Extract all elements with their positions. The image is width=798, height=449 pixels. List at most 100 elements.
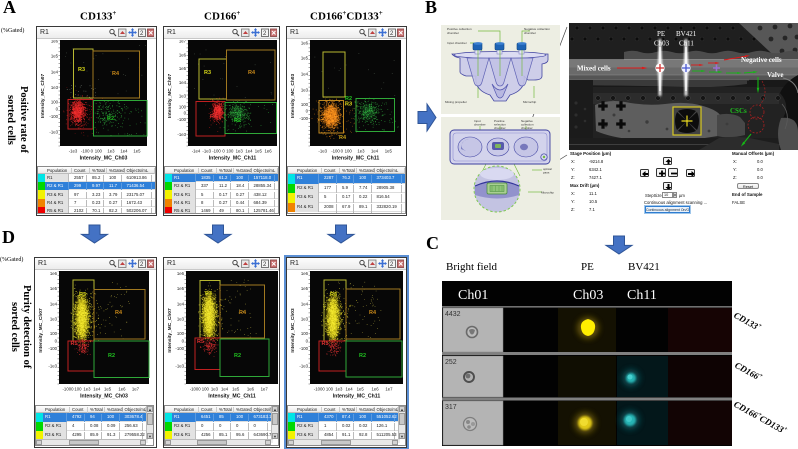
svg-text:0: 0 xyxy=(56,106,59,111)
svg-text:selection: selection xyxy=(494,123,506,127)
svg-text:1e5: 1e5 xyxy=(301,56,309,61)
svg-text:1e6: 1e6 xyxy=(118,387,126,392)
svg-text:Intensity_MC_Ch11: Intensity_MC_Ch11 xyxy=(332,156,380,162)
svg-text:chamber: chamber xyxy=(447,31,459,35)
svg-text:1e5: 1e5 xyxy=(51,53,59,58)
svg-text:R4: R4 xyxy=(339,135,347,141)
svg-text:R5: R5 xyxy=(197,339,204,345)
svg-text:1e4: 1e4 xyxy=(50,301,58,306)
svg-text:252: 252 xyxy=(445,359,457,366)
svg-text:-1e3: -1e3 xyxy=(48,363,57,368)
svg-text:1e3: 1e3 xyxy=(335,387,343,392)
svg-text:1e4: 1e4 xyxy=(346,387,354,392)
svg-text:Ch11: Ch11 xyxy=(627,288,657,303)
svg-text:BV421: BV421 xyxy=(676,30,697,38)
svg-text:1e4: 1e4 xyxy=(245,149,253,154)
svg-text:100: 100 xyxy=(95,149,103,154)
svg-text:Negative: Negative xyxy=(521,119,533,123)
svg-text:1e3: 1e3 xyxy=(83,387,91,392)
svg-text:4432: 4432 xyxy=(445,311,461,318)
svg-text:100: 100 xyxy=(301,102,309,107)
svg-text:R2: R2 xyxy=(108,353,115,359)
svg-text:Intensity_MC_Ch07: Intensity_MC_Ch07 xyxy=(167,74,173,119)
svg-text:-100: -100 xyxy=(48,346,57,351)
svg-text:-1e3: -1e3 xyxy=(202,149,211,154)
svg-text:0: 0 xyxy=(91,149,94,154)
svg-text:1e7: 1e7 xyxy=(132,387,140,392)
svg-text:317: 317 xyxy=(445,404,457,411)
svg-text:Microchip: Microchip xyxy=(541,191,554,195)
svg-text:-1e3: -1e3 xyxy=(175,363,184,368)
svg-text:1e6: 1e6 xyxy=(372,387,380,392)
svg-text:-100: -100 xyxy=(175,346,184,351)
svg-text:-100: -100 xyxy=(299,346,308,351)
svg-text:-100: -100 xyxy=(212,149,221,154)
svg-text:CSCs: CSCs xyxy=(730,107,747,115)
svg-text:100: 100 xyxy=(51,100,59,105)
svg-text:1e6: 1e6 xyxy=(51,40,59,44)
svg-text:R3: R3 xyxy=(79,292,86,298)
svg-text:-1e3: -1e3 xyxy=(177,132,186,137)
svg-text:R2: R2 xyxy=(345,96,352,102)
svg-text:-100: -100 xyxy=(299,116,308,121)
svg-text:Microchip: Microchip xyxy=(523,100,537,104)
svg-text:Mixing propeller: Mixing propeller xyxy=(445,100,467,104)
svg-text:2: 2 xyxy=(390,31,394,37)
svg-text:100: 100 xyxy=(226,149,234,154)
svg-text:Positive collection: Positive collection xyxy=(447,27,472,31)
svg-text:100: 100 xyxy=(301,331,309,336)
svg-text:1e6: 1e6 xyxy=(179,52,187,57)
svg-text:R4: R4 xyxy=(239,310,247,316)
svg-text:-1000: -1000 xyxy=(314,387,326,392)
svg-text:Negative cells: Negative cells xyxy=(741,56,782,64)
svg-text:1e3: 1e3 xyxy=(357,149,365,154)
svg-text:R5: R5 xyxy=(322,341,329,347)
svg-text:100: 100 xyxy=(74,387,82,392)
svg-text:1e5: 1e5 xyxy=(232,387,240,392)
svg-text:1e7: 1e7 xyxy=(385,387,393,392)
svg-text:chamber: chamber xyxy=(494,126,506,130)
svg-text:R2: R2 xyxy=(234,118,241,124)
svg-text:1e4: 1e4 xyxy=(120,149,128,154)
svg-text:0: 0 xyxy=(306,339,309,344)
svg-text:1e5: 1e5 xyxy=(179,66,187,71)
svg-text:-1e3: -1e3 xyxy=(69,149,78,154)
svg-text:Positive: Positive xyxy=(494,119,505,123)
svg-text:1e4: 1e4 xyxy=(179,80,187,85)
svg-text:Intensity_MC_Ch07: Intensity_MC_Ch07 xyxy=(40,74,46,119)
svg-text:1e3: 1e3 xyxy=(211,387,219,392)
svg-text:100: 100 xyxy=(202,387,210,392)
svg-text:Input: Input xyxy=(474,119,481,123)
svg-text:R3: R3 xyxy=(345,102,352,108)
svg-text:1e3: 1e3 xyxy=(301,87,309,92)
svg-text:0: 0 xyxy=(222,149,225,154)
svg-text:chamber: chamber xyxy=(474,123,486,127)
svg-text:1e5: 1e5 xyxy=(104,387,112,392)
svg-text:Negative collection: Negative collection xyxy=(524,27,550,31)
svg-text:1e5: 1e5 xyxy=(133,149,141,154)
svg-text:1e3: 1e3 xyxy=(236,149,244,154)
svg-text:1e7: 1e7 xyxy=(179,40,187,44)
svg-text:1e6: 1e6 xyxy=(301,41,309,46)
svg-text:-1e3: -1e3 xyxy=(49,130,58,135)
svg-text:R3: R3 xyxy=(204,70,211,76)
svg-text:Intensity_MC_Ch03: Intensity_MC_Ch03 xyxy=(290,308,296,353)
svg-text:100: 100 xyxy=(326,387,334,392)
svg-text:-100: -100 xyxy=(49,114,58,119)
svg-text:2: 2 xyxy=(390,262,394,268)
svg-text:-100: -100 xyxy=(331,149,340,154)
svg-text:100: 100 xyxy=(50,331,58,336)
svg-text:1e5: 1e5 xyxy=(301,286,309,291)
svg-text:PE: PE xyxy=(657,30,665,38)
svg-text:1e4: 1e4 xyxy=(51,69,59,74)
svg-text:R5: R5 xyxy=(71,341,78,347)
svg-text:Input chamber: Input chamber xyxy=(447,41,467,45)
svg-text:1e6: 1e6 xyxy=(177,271,185,276)
svg-text:Intensity_MC_Ch11: Intensity_MC_Ch11 xyxy=(208,394,256,400)
svg-text:1e4: 1e4 xyxy=(371,149,379,154)
svg-text:R2: R2 xyxy=(107,116,114,122)
svg-text:-1e4: -1e4 xyxy=(192,149,201,154)
svg-text:R4: R4 xyxy=(115,310,123,316)
svg-text:pass: pass xyxy=(543,171,550,175)
svg-text:Intensity_MC_Ch03: Intensity_MC_Ch03 xyxy=(80,394,128,400)
